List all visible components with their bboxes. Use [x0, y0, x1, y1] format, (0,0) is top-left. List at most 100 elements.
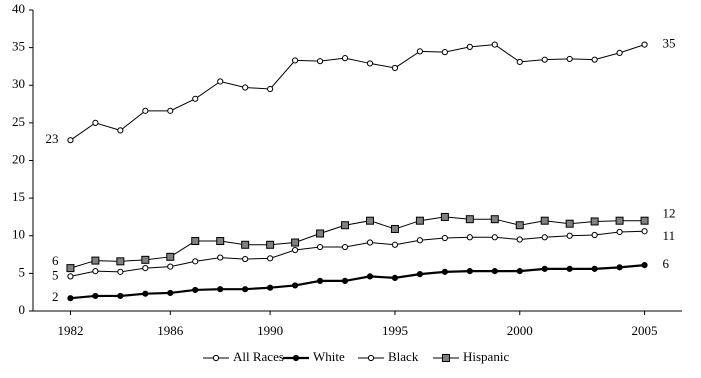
data-point — [566, 232, 573, 239]
data-point — [216, 237, 225, 246]
data-point — [615, 216, 624, 225]
data-point — [541, 234, 548, 241]
data-point — [67, 273, 74, 280]
y-tick-label: 5 — [19, 264, 26, 279]
data-point — [242, 84, 249, 91]
data-point — [416, 271, 424, 278]
data-point — [416, 237, 424, 244]
data-point — [466, 234, 473, 241]
value-label: 6 — [663, 256, 670, 271]
data-point — [92, 292, 99, 300]
y-tick-label: 10 — [12, 227, 25, 242]
data-point — [67, 137, 74, 144]
data-point — [217, 286, 224, 293]
data-point — [390, 224, 399, 233]
data-point — [92, 268, 99, 275]
data-point — [566, 55, 573, 63]
data-point — [441, 268, 448, 275]
legend-label: White — [313, 349, 345, 364]
legend-marker — [367, 354, 375, 362]
y-tick-label: 25 — [12, 114, 25, 129]
data-point — [291, 246, 299, 254]
data-point — [466, 43, 473, 50]
y-tick-label: 20 — [12, 151, 25, 166]
y-tick-label: 40 — [12, 1, 25, 16]
data-point — [167, 107, 174, 114]
data-point — [67, 295, 74, 302]
data-point — [116, 257, 125, 266]
data-point — [341, 243, 349, 251]
data-point — [341, 277, 349, 284]
x-tick-label: 1982 — [57, 323, 83, 338]
data-point — [591, 265, 598, 272]
data-point — [316, 243, 324, 251]
data-point — [141, 255, 150, 264]
value-label: 35 — [663, 36, 676, 51]
data-point — [466, 268, 473, 275]
data-point — [616, 228, 623, 236]
value-label: 23 — [45, 131, 58, 146]
data-point — [241, 240, 250, 249]
data-point — [366, 239, 374, 246]
data-point — [316, 229, 325, 238]
data-point — [192, 258, 199, 265]
data-point — [565, 219, 574, 228]
data-point — [316, 277, 324, 284]
data-point — [491, 234, 498, 241]
data-point — [217, 254, 224, 261]
data-point — [515, 221, 524, 230]
data-point — [641, 228, 648, 235]
data-point — [541, 265, 548, 272]
data-point — [366, 273, 374, 280]
x-tick-label: 1990 — [257, 323, 283, 338]
data-point — [366, 60, 374, 67]
y-tick-label: 30 — [12, 76, 25, 91]
data-point — [291, 282, 299, 289]
data-point — [192, 286, 199, 294]
data-point — [266, 240, 275, 249]
y-tick-label: 35 — [12, 39, 25, 54]
data-point — [516, 58, 523, 66]
data-point — [491, 268, 498, 275]
x-tick-label: 2005 — [632, 323, 658, 338]
data-point — [490, 215, 499, 224]
legend-marker — [212, 354, 220, 362]
data-point — [441, 234, 448, 242]
data-point — [117, 292, 124, 300]
data-point — [291, 238, 300, 247]
data-point — [616, 264, 623, 271]
data-point — [566, 265, 573, 272]
value-label: 2 — [52, 289, 59, 304]
data-point — [267, 284, 274, 291]
value-label: 11 — [663, 228, 676, 243]
data-point — [441, 49, 448, 56]
y-tick-label: 0 — [19, 302, 26, 317]
data-point — [217, 78, 224, 85]
data-point — [516, 236, 523, 243]
data-point — [415, 216, 424, 225]
x-tick-label: 1986 — [157, 323, 184, 338]
data-point — [242, 255, 249, 263]
data-point — [391, 64, 399, 72]
data-point — [440, 212, 449, 221]
data-point — [416, 48, 424, 55]
legend-marker — [292, 354, 300, 362]
data-point — [591, 231, 598, 239]
legend-marker — [442, 354, 450, 362]
value-label: 5 — [52, 267, 59, 282]
data-point — [142, 107, 149, 114]
data-point — [66, 264, 75, 273]
data-point — [242, 286, 249, 293]
data-point — [167, 263, 174, 270]
data-point — [291, 57, 299, 64]
data-point — [541, 56, 548, 63]
value-label: 6 — [52, 253, 59, 268]
data-point — [91, 256, 100, 265]
x-tick-label: 1995 — [382, 323, 408, 338]
x-tick-label: 2000 — [507, 323, 533, 338]
data-point — [391, 274, 399, 281]
legend-label: Hispanic — [463, 349, 509, 364]
data-point — [465, 215, 474, 224]
legend-label: All Races — [233, 349, 284, 364]
